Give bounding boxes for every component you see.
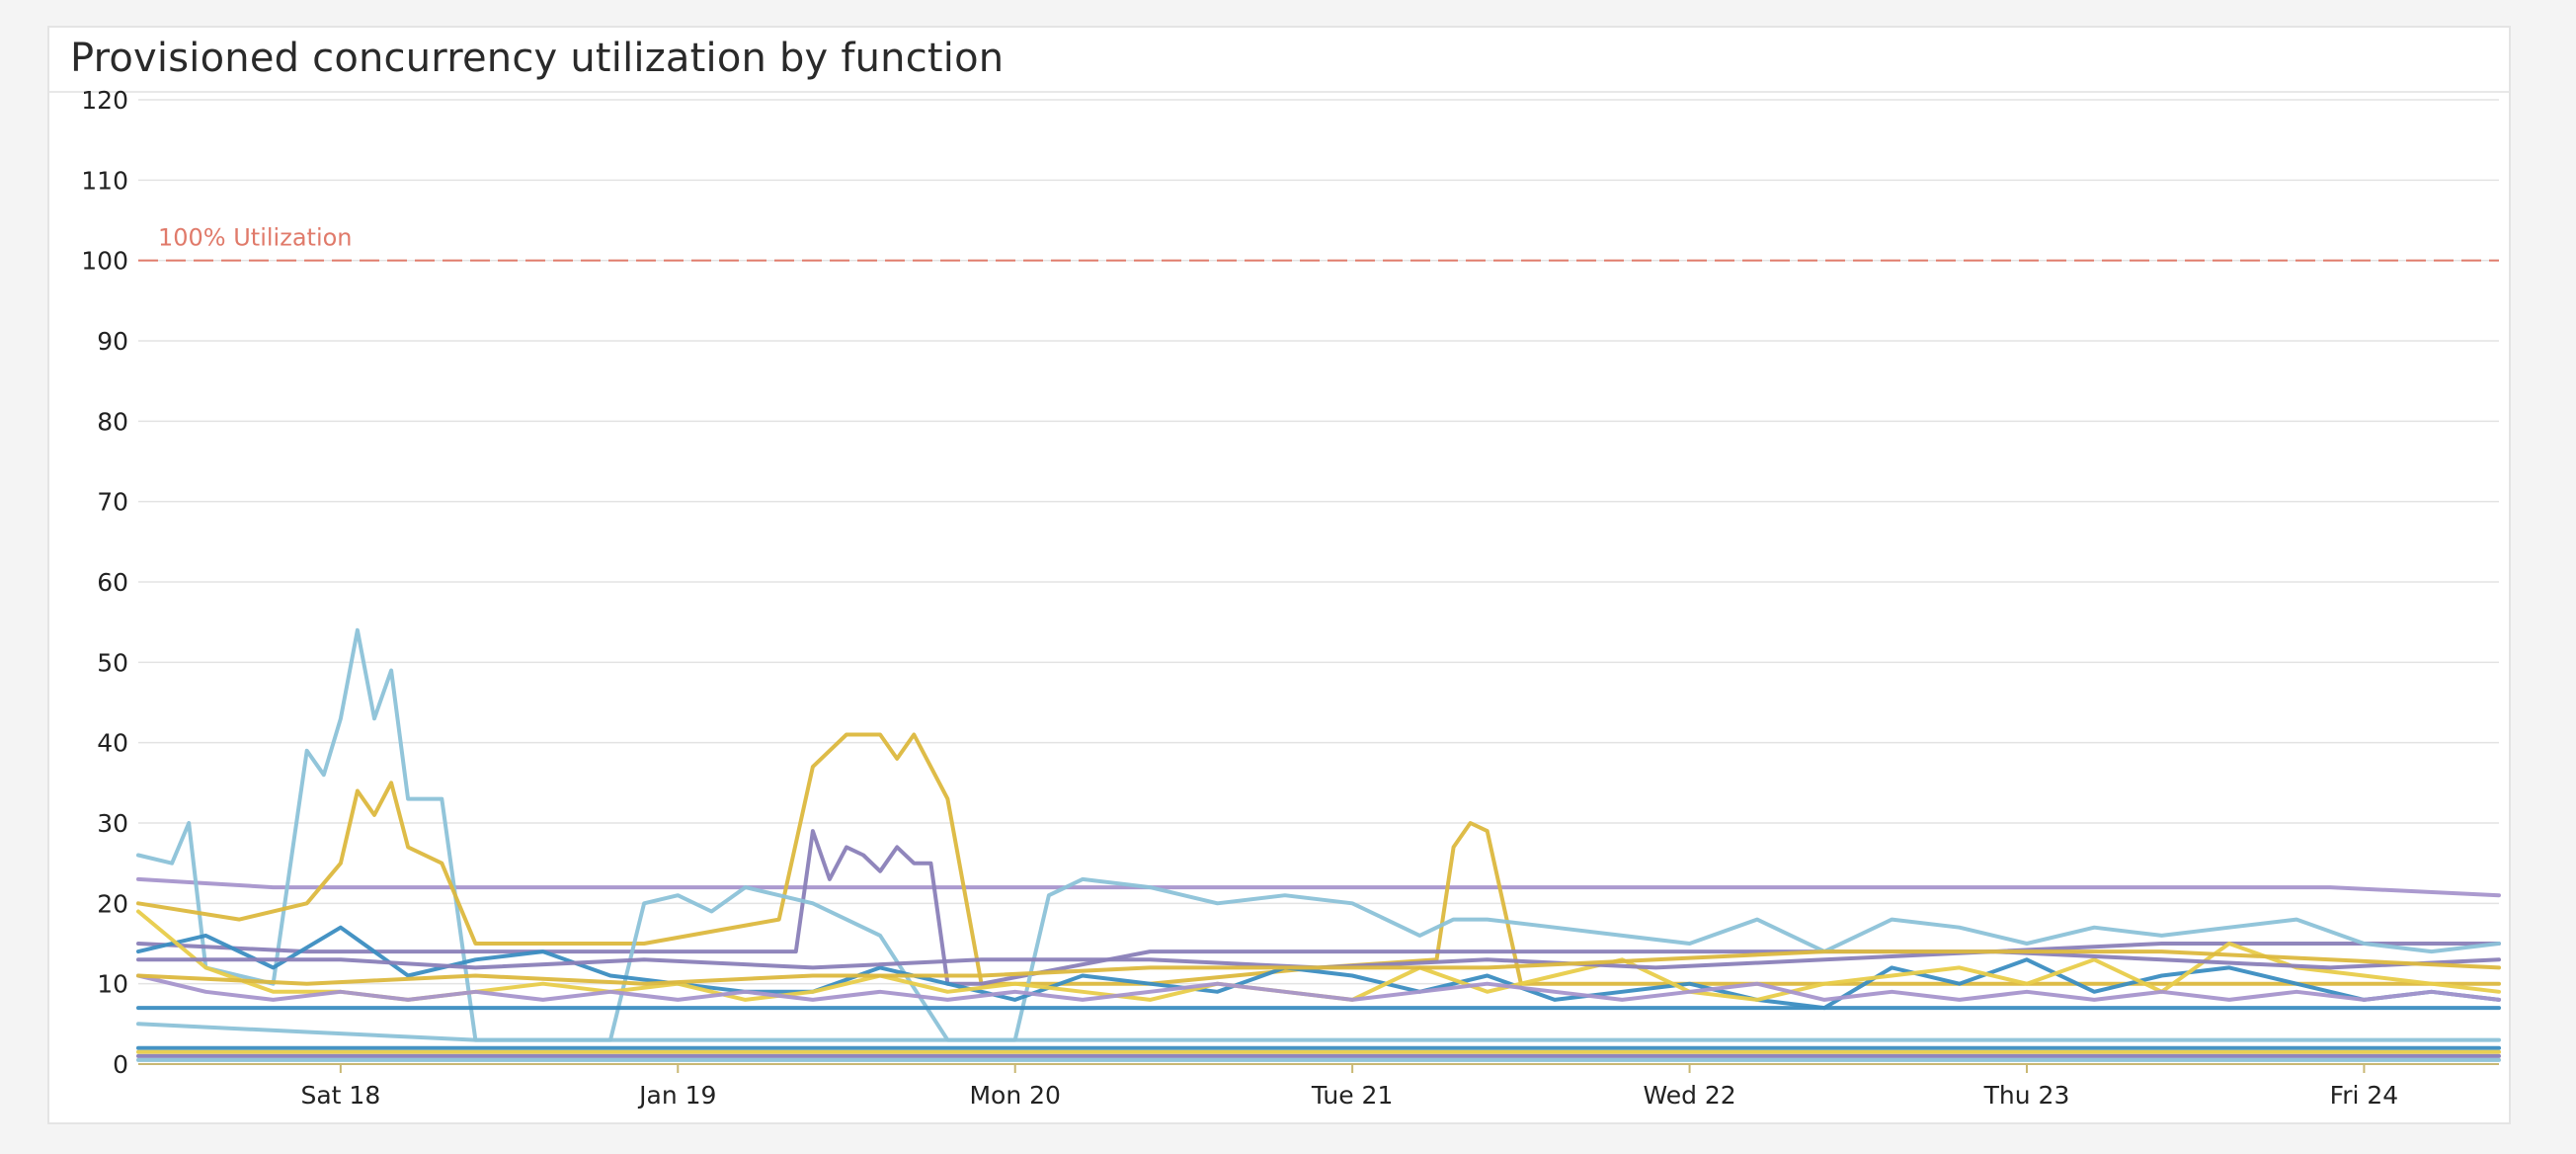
series-line-1 bbox=[136, 876, 2501, 898]
y-tick-label: 100 bbox=[81, 247, 128, 276]
chart-widget: Provisioned concurrency utilization by f… bbox=[47, 26, 2511, 1124]
series-line-5 bbox=[136, 876, 2501, 1042]
y-tick-label: 30 bbox=[97, 809, 128, 838]
y-tick-label: 90 bbox=[97, 327, 128, 356]
series-line-4 bbox=[136, 829, 2501, 986]
x-tick-label: Fri 24 bbox=[2330, 1081, 2399, 1110]
y-tick-label: 60 bbox=[97, 568, 128, 597]
x-tick-label: Mon 20 bbox=[969, 1081, 1060, 1110]
x-tick-label: Thu 23 bbox=[1983, 1081, 2070, 1110]
y-tick-label: 0 bbox=[113, 1050, 128, 1079]
y-tick-label: 70 bbox=[97, 488, 128, 517]
y-tick-label: 110 bbox=[81, 166, 128, 195]
y-tick-label: 50 bbox=[97, 648, 128, 677]
y-tick-label: 80 bbox=[97, 407, 128, 436]
series-line-2 bbox=[136, 627, 2501, 1042]
series-line-9 bbox=[136, 949, 2501, 970]
utilization-marker-label: 100% Utilization bbox=[158, 224, 353, 252]
series-line-3 bbox=[136, 732, 2501, 986]
y-tick-label: 10 bbox=[97, 970, 128, 999]
widget-header: Provisioned concurrency utilization by f… bbox=[49, 28, 2509, 93]
y-tick-label: 120 bbox=[81, 86, 128, 115]
chart-title: Provisioned concurrency utilization by f… bbox=[70, 36, 1005, 81]
series-line-6 bbox=[136, 925, 2501, 1011]
x-tick-label: Tue 21 bbox=[1311, 1081, 1393, 1110]
series-line-7 bbox=[136, 909, 2501, 1002]
series-line-10 bbox=[136, 949, 2501, 986]
x-tick-label: Wed 22 bbox=[1643, 1081, 1735, 1110]
y-tick-label: 20 bbox=[97, 889, 128, 918]
x-tick-label: Jan 19 bbox=[637, 1081, 716, 1110]
series-line-8 bbox=[136, 973, 2501, 1002]
x-tick-label: Sat 18 bbox=[300, 1081, 380, 1110]
y-tick-label: 40 bbox=[97, 729, 128, 758]
